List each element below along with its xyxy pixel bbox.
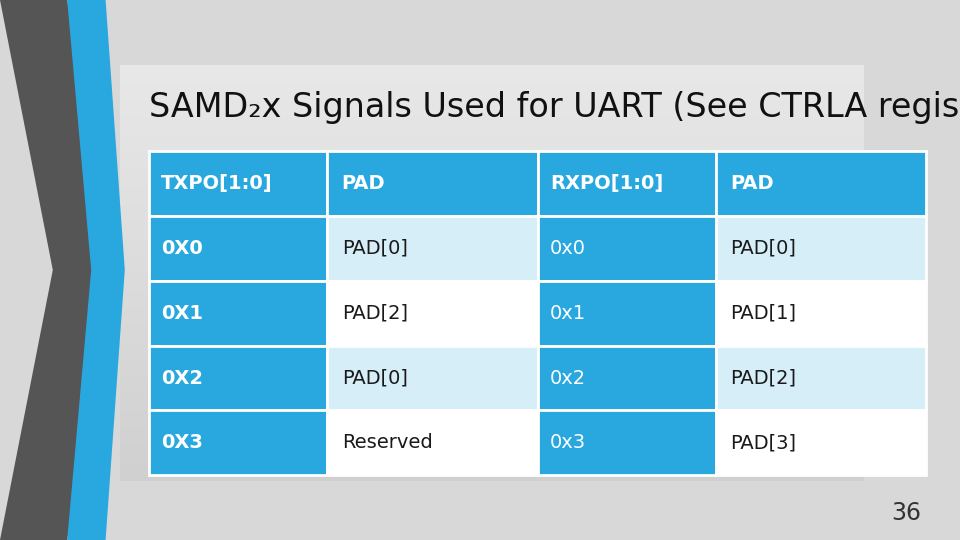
Text: PAD[1]: PAD[1] [731, 303, 797, 323]
Text: PAD: PAD [342, 174, 385, 193]
Text: PAD[2]: PAD[2] [342, 303, 408, 323]
Text: RXPO[1:0]: RXPO[1:0] [550, 174, 663, 193]
Text: SAMD₂x Signals Used for UART (See CTRLA register): SAMD₂x Signals Used for UART (See CTRLA … [149, 91, 960, 125]
Text: 36: 36 [892, 501, 922, 525]
Text: Reserved: Reserved [342, 433, 433, 453]
Text: 0x0: 0x0 [550, 239, 586, 258]
Text: PAD[2]: PAD[2] [731, 368, 797, 388]
Text: 0x2: 0x2 [550, 368, 587, 388]
Text: 0X2: 0X2 [161, 368, 204, 388]
Text: PAD[0]: PAD[0] [731, 239, 797, 258]
Text: 0x3: 0x3 [550, 433, 587, 453]
Text: 0x1: 0x1 [550, 303, 587, 323]
Text: 0X1: 0X1 [161, 303, 204, 323]
Text: PAD[3]: PAD[3] [731, 433, 797, 453]
Text: PAD: PAD [731, 174, 774, 193]
Text: 0X0: 0X0 [161, 239, 203, 258]
Text: PAD[0]: PAD[0] [342, 368, 408, 388]
Text: TXPO[1:0]: TXPO[1:0] [161, 174, 273, 193]
Text: 0X3: 0X3 [161, 433, 204, 453]
Text: PAD[0]: PAD[0] [342, 239, 408, 258]
